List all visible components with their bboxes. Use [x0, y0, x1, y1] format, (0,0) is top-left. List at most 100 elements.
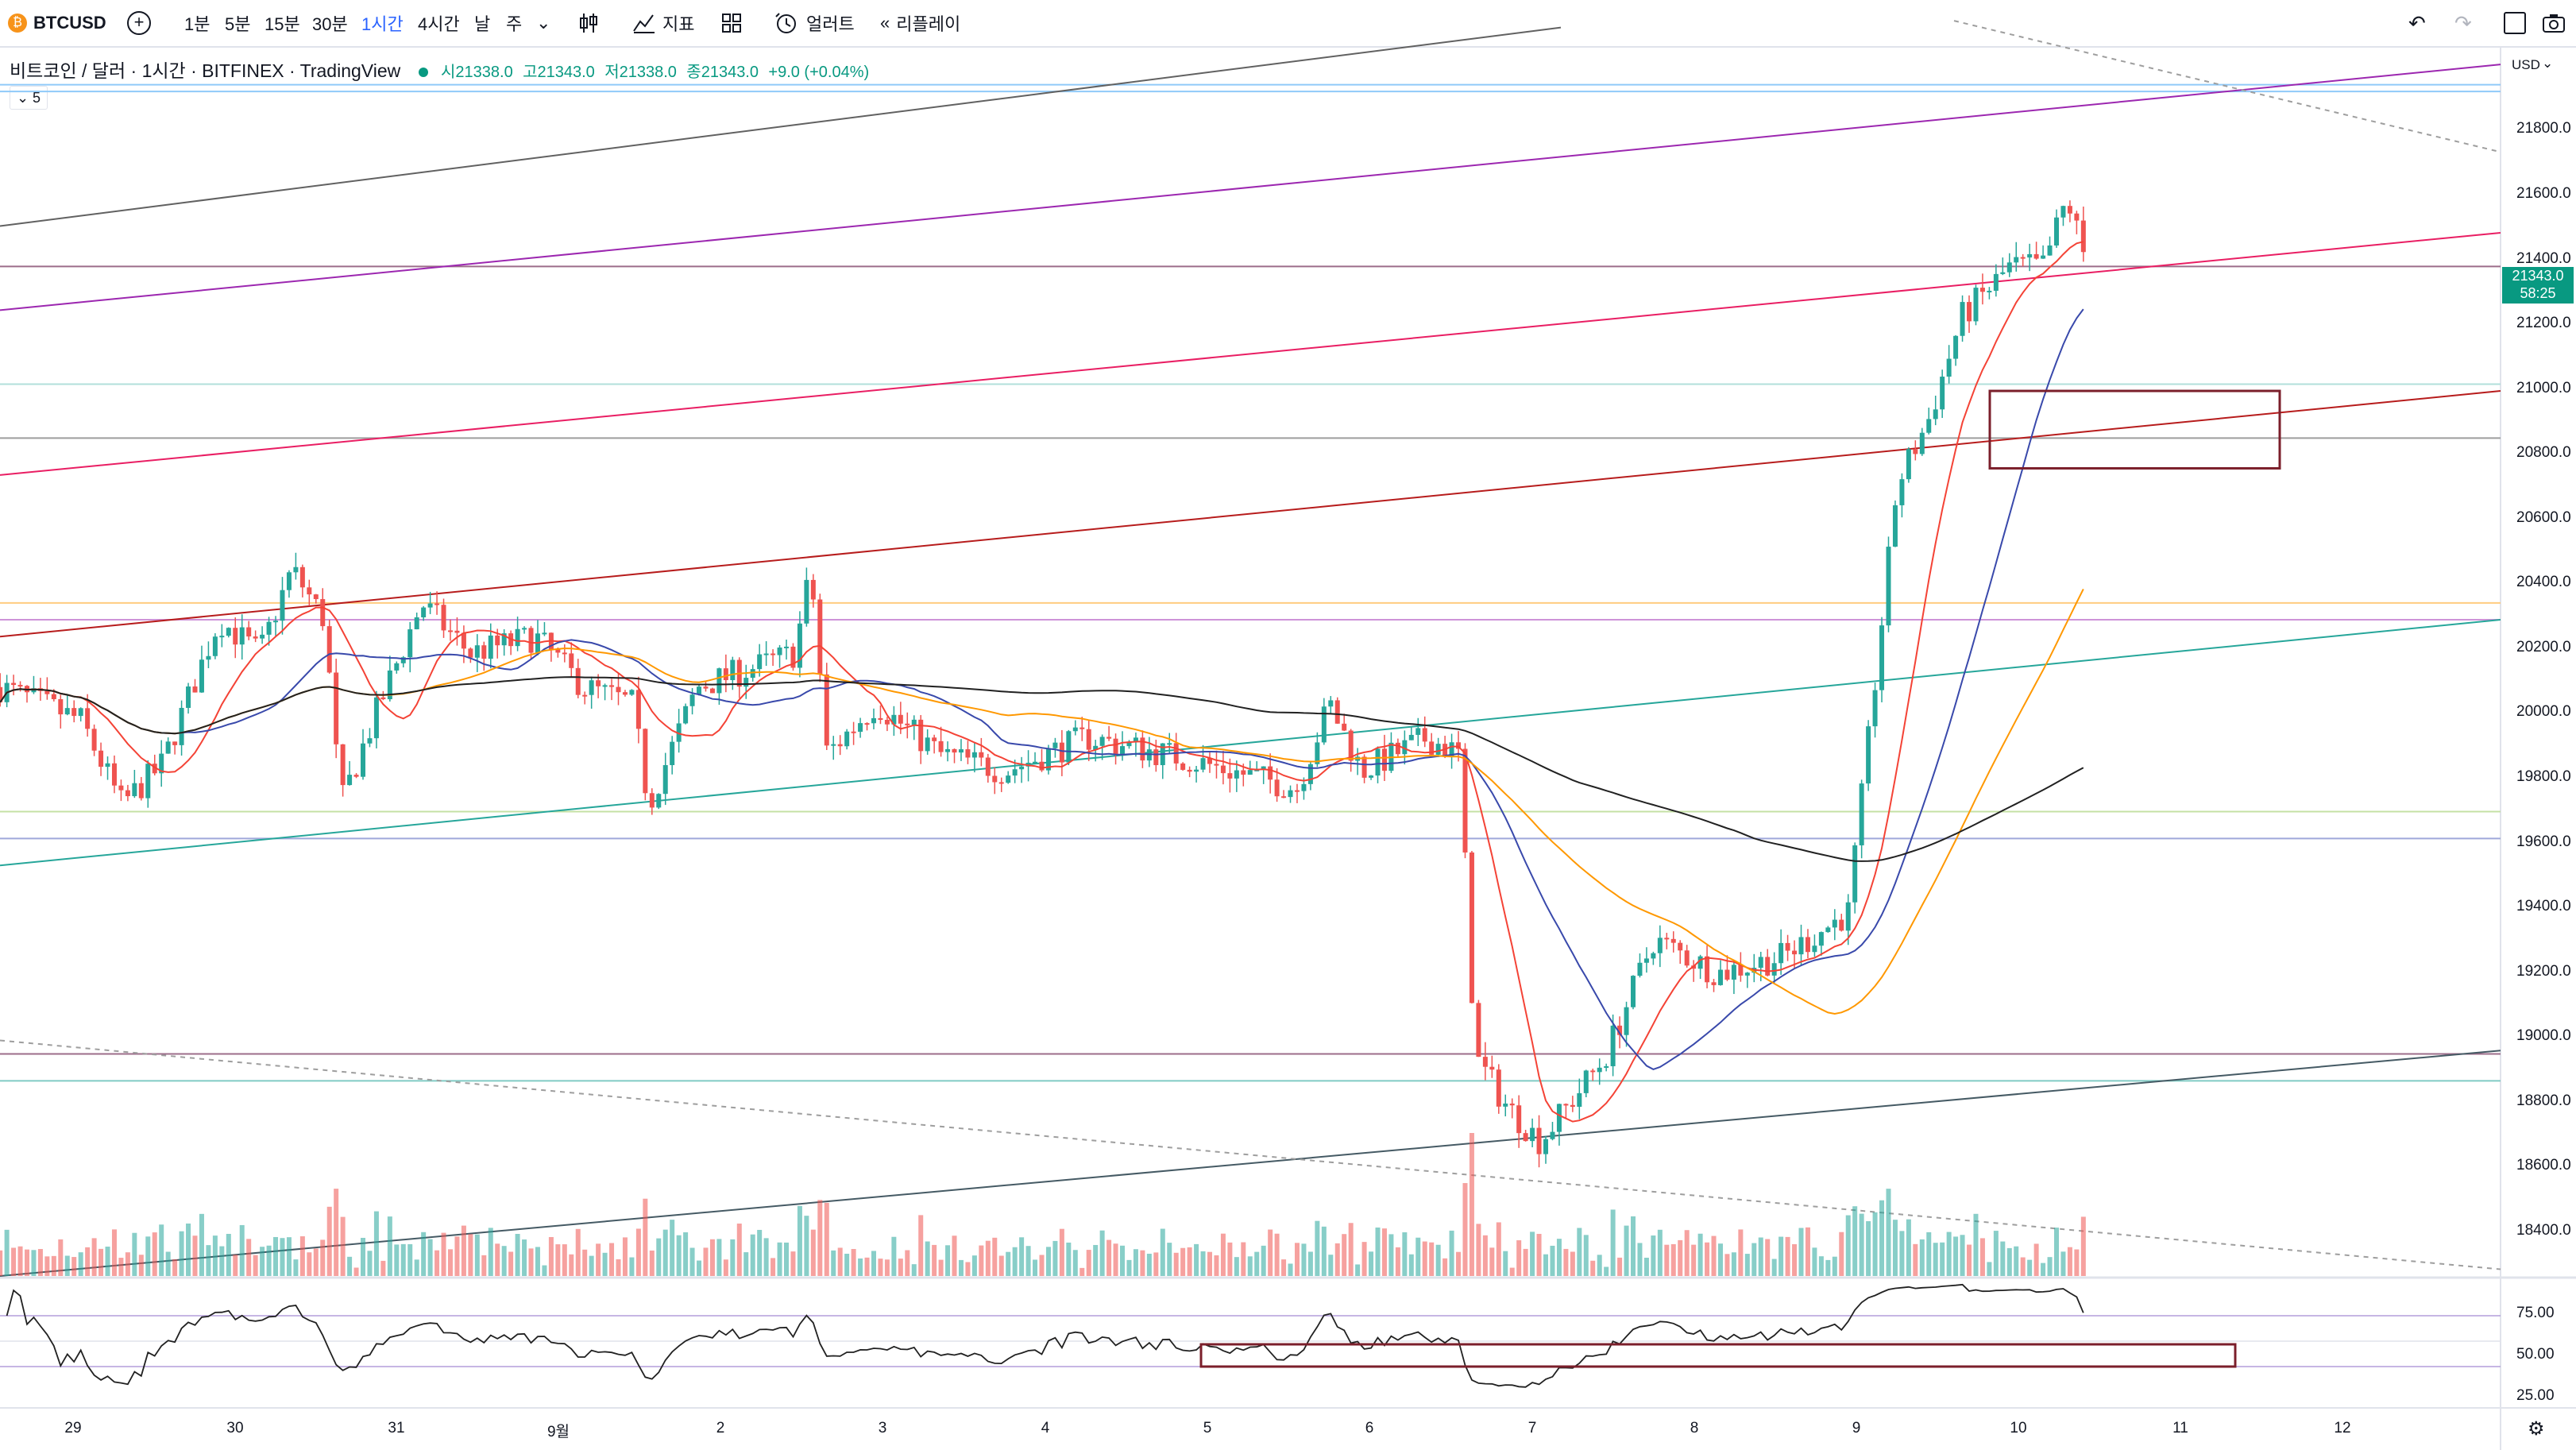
volume-bar	[2041, 1262, 2046, 1276]
redo-button[interactable]: ↷	[2454, 0, 2472, 46]
candle-body	[1818, 932, 1824, 946]
candle-body	[911, 719, 917, 725]
candle-body	[992, 775, 998, 783]
candle-body	[353, 775, 359, 777]
volume-bar	[542, 1265, 547, 1276]
volume-bar	[1550, 1245, 1555, 1276]
interval-week[interactable]: 주	[506, 14, 523, 34]
alert-button[interactable]: 얼러트	[774, 0, 855, 46]
undo-button[interactable]: ↶	[2408, 0, 2426, 46]
interval-1m[interactable]: 1분	[184, 14, 210, 34]
volume-bar	[1610, 1209, 1616, 1276]
candle-body	[1234, 770, 1239, 779]
candle-body	[1207, 758, 1213, 764]
volume-bar	[736, 1224, 742, 1276]
interval-30m[interactable]: 30분	[312, 14, 348, 34]
snapshot-button[interactable]	[2542, 0, 2566, 46]
candle-body	[1072, 727, 1078, 732]
volume-bar	[2014, 1246, 2019, 1276]
time-label: 9	[1852, 1420, 1861, 1436]
candle-body	[1919, 432, 1925, 454]
redo-icon: ↷	[2454, 10, 2472, 35]
volume-bar	[1604, 1266, 1609, 1276]
price-label: 18600.0	[2516, 1157, 2571, 1174]
interval-15m[interactable]: 15분	[265, 14, 300, 34]
candle-body	[891, 714, 897, 725]
candle-body	[1328, 700, 1334, 707]
fullscreen-button[interactable]	[2504, 0, 2526, 46]
candle-body	[1946, 358, 1952, 377]
symbol-search[interactable]: ₿ BTCUSD	[8, 0, 106, 46]
volume-bar	[1489, 1247, 1495, 1276]
candle-body	[165, 741, 171, 754]
volume-bar	[1583, 1235, 1589, 1276]
candle-body	[145, 764, 151, 798]
volume-bar	[1785, 1236, 1790, 1276]
volume-bar	[2074, 1249, 2080, 1276]
volume-bar	[1482, 1235, 1488, 1276]
volume-bar	[1624, 1225, 1629, 1276]
templates-button[interactable]	[721, 0, 742, 46]
volume-bar	[192, 1235, 198, 1276]
volume-bar	[273, 1236, 279, 1276]
chevron-down-icon[interactable]: ⌄	[2542, 56, 2554, 71]
indicators-button[interactable]: 지표	[632, 0, 694, 46]
volume-bar	[1227, 1242, 1233, 1276]
candle-body	[985, 757, 991, 776]
candle-body	[1321, 706, 1327, 743]
interval-day[interactable]: 날	[474, 14, 491, 34]
candle-body	[1913, 449, 1918, 454]
volume-bar	[1462, 1183, 1468, 1276]
replay-button[interactable]: « 리플레이	[880, 13, 961, 34]
volume-bar	[676, 1235, 682, 1276]
volume-bar	[723, 1259, 728, 1276]
volume-bar	[1268, 1229, 1273, 1276]
candle-body	[1476, 1003, 1481, 1058]
candle-body	[159, 753, 164, 774]
interval-1h[interactable]: 1시간	[361, 14, 404, 34]
candle-body	[105, 763, 110, 768]
candle-body	[777, 648, 782, 655]
candle-body	[1503, 1103, 1508, 1107]
interval-5m[interactable]: 5분	[225, 14, 251, 34]
compare-button[interactable]: +	[127, 0, 151, 46]
candle-body	[1200, 758, 1206, 770]
volume-bar	[353, 1267, 359, 1276]
volume-bar	[1946, 1232, 1952, 1276]
volume-bar	[1449, 1230, 1454, 1276]
interval-dropdown[interactable]: ⌄	[536, 0, 550, 46]
volume-bar	[1771, 1259, 1777, 1276]
time-label: 29	[64, 1420, 82, 1436]
volume-bar	[85, 1247, 91, 1276]
indicator-collapse-toggle[interactable]: ⌄ 5	[10, 86, 48, 110]
volume-bar	[367, 1251, 373, 1276]
volume-bar	[891, 1236, 897, 1276]
volume-bar	[824, 1202, 829, 1276]
candle-body	[689, 694, 695, 706]
candle-body	[1643, 958, 1649, 963]
volume-bar	[1207, 1251, 1213, 1276]
volume-bar	[31, 1250, 37, 1276]
volume-bar	[1334, 1243, 1340, 1276]
candle-body	[2067, 206, 2072, 214]
candle-body	[716, 668, 722, 694]
volume-bar	[1469, 1133, 1474, 1276]
volume-bar	[1657, 1229, 1663, 1276]
volume-bar	[159, 1224, 164, 1276]
chart-type-button[interactable]	[578, 0, 599, 46]
trend-line	[0, 390, 2501, 638]
volume-bar	[1993, 1231, 1999, 1276]
price-label: 19800.0	[2516, 768, 2571, 785]
candle-body	[246, 627, 252, 637]
settings-icon[interactable]: ⚙	[2528, 1418, 2545, 1440]
volume-bar	[952, 1235, 957, 1276]
interval-4h[interactable]: 4시간	[418, 14, 460, 34]
candle-body	[387, 670, 392, 700]
candle-body	[1489, 1066, 1495, 1070]
volume-bar	[474, 1234, 480, 1276]
candle-body	[192, 686, 198, 693]
candle-body	[1045, 748, 1051, 771]
candle-body	[1550, 1131, 1555, 1139]
candle-body	[2014, 257, 2019, 263]
